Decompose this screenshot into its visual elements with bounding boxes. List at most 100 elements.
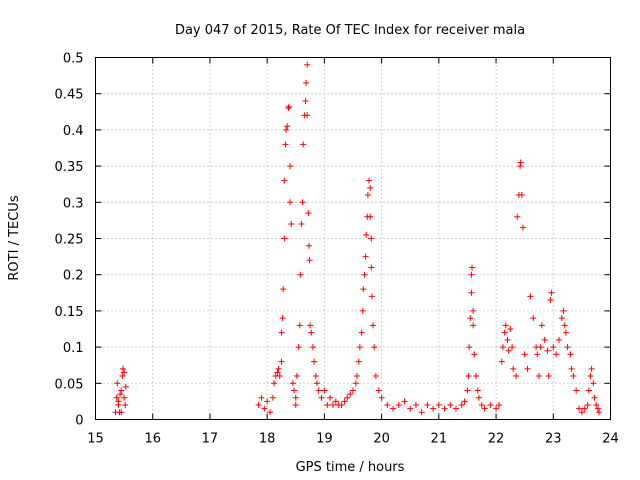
data-point [375, 387, 382, 394]
data-point [255, 402, 262, 409]
data-point [287, 163, 294, 170]
data-point [118, 409, 125, 416]
data-point [358, 329, 365, 336]
data-point [324, 402, 331, 409]
data-point [306, 257, 313, 264]
data-point [311, 358, 318, 365]
data-point [308, 329, 315, 336]
data-point [350, 387, 356, 394]
data-point [312, 373, 319, 380]
data-point [329, 402, 336, 409]
data-point [390, 405, 397, 412]
data-point [368, 264, 375, 271]
x-axis-label: GPS time / hours [296, 460, 405, 475]
data-point [475, 394, 482, 401]
data-point [363, 231, 370, 238]
axis-ticks: 15 16 17 18 19 20 21 22 23 24 0 0.05 0.1 0.15 0.2 0.25 0… [55, 52, 619, 447]
data-point [264, 398, 271, 405]
data-point [471, 351, 478, 358]
data-point [495, 402, 502, 409]
data-point [367, 213, 374, 220]
data-point [275, 365, 282, 372]
data-point [302, 97, 309, 104]
x-tick-label: 22 [488, 432, 505, 447]
data-point [281, 177, 288, 184]
data-point [356, 344, 363, 351]
data-point [258, 394, 265, 401]
data-point [504, 336, 511, 343]
data-point [115, 398, 122, 405]
y-tick-label: 0.05 [55, 377, 84, 392]
data-point [278, 358, 285, 365]
y-tick-label: 0.45 [55, 88, 84, 103]
data-point [122, 402, 129, 409]
x-tick-label: 18 [259, 432, 276, 447]
data-point [327, 394, 334, 401]
data-point [364, 192, 371, 199]
data-point [521, 351, 528, 358]
data-point [517, 159, 524, 166]
data-point [293, 373, 300, 380]
data-point [332, 398, 339, 405]
data-point [279, 315, 286, 322]
data-point [548, 289, 555, 296]
plot-frame [95, 57, 611, 420]
data-point [524, 365, 531, 372]
data-point [510, 365, 517, 372]
y-tick-label: 0.5 [63, 52, 84, 67]
data-point [537, 344, 544, 351]
data-point [344, 394, 351, 401]
data-point [378, 394, 385, 401]
data-point [407, 405, 414, 412]
data-point [303, 79, 310, 86]
data-point [315, 387, 322, 394]
data-point [573, 387, 580, 394]
data-point [561, 322, 568, 329]
data-point [366, 177, 373, 184]
data-point [453, 405, 459, 412]
data-point [498, 358, 505, 365]
data-point [122, 383, 129, 390]
data-point [304, 61, 311, 68]
data-point [517, 163, 524, 170]
data-point [473, 373, 480, 380]
data-point [297, 271, 304, 278]
data-point [541, 336, 548, 343]
data-point [538, 322, 545, 329]
data-point [121, 394, 128, 401]
data-point [487, 402, 494, 409]
data-point [307, 322, 314, 329]
data-point [564, 344, 571, 351]
data-points [112, 61, 603, 416]
data-point [507, 326, 514, 332]
data-point [313, 380, 320, 387]
data-point [585, 387, 592, 394]
data-point [481, 405, 488, 412]
data-point [587, 373, 594, 380]
data-point [590, 380, 597, 387]
data-point [371, 344, 378, 351]
data-point [469, 264, 476, 271]
data-point [269, 394, 276, 401]
data-point [556, 336, 562, 343]
data-point [360, 286, 367, 293]
data-point [591, 394, 598, 401]
data-point [470, 322, 477, 329]
data-point [588, 365, 595, 372]
data-point [499, 344, 506, 351]
data-point [281, 235, 288, 242]
data-point [553, 351, 560, 358]
data-point [304, 112, 311, 119]
data-point [474, 387, 481, 394]
data-point [117, 391, 124, 398]
data-point [114, 380, 121, 387]
y-tick-label: 0 [75, 414, 83, 429]
data-point [513, 373, 520, 380]
data-point [274, 369, 281, 376]
data-point [318, 394, 325, 401]
data-point [368, 293, 375, 300]
data-point [280, 286, 287, 293]
data-point [502, 322, 509, 329]
data-point [291, 387, 298, 394]
data-point [530, 315, 537, 322]
